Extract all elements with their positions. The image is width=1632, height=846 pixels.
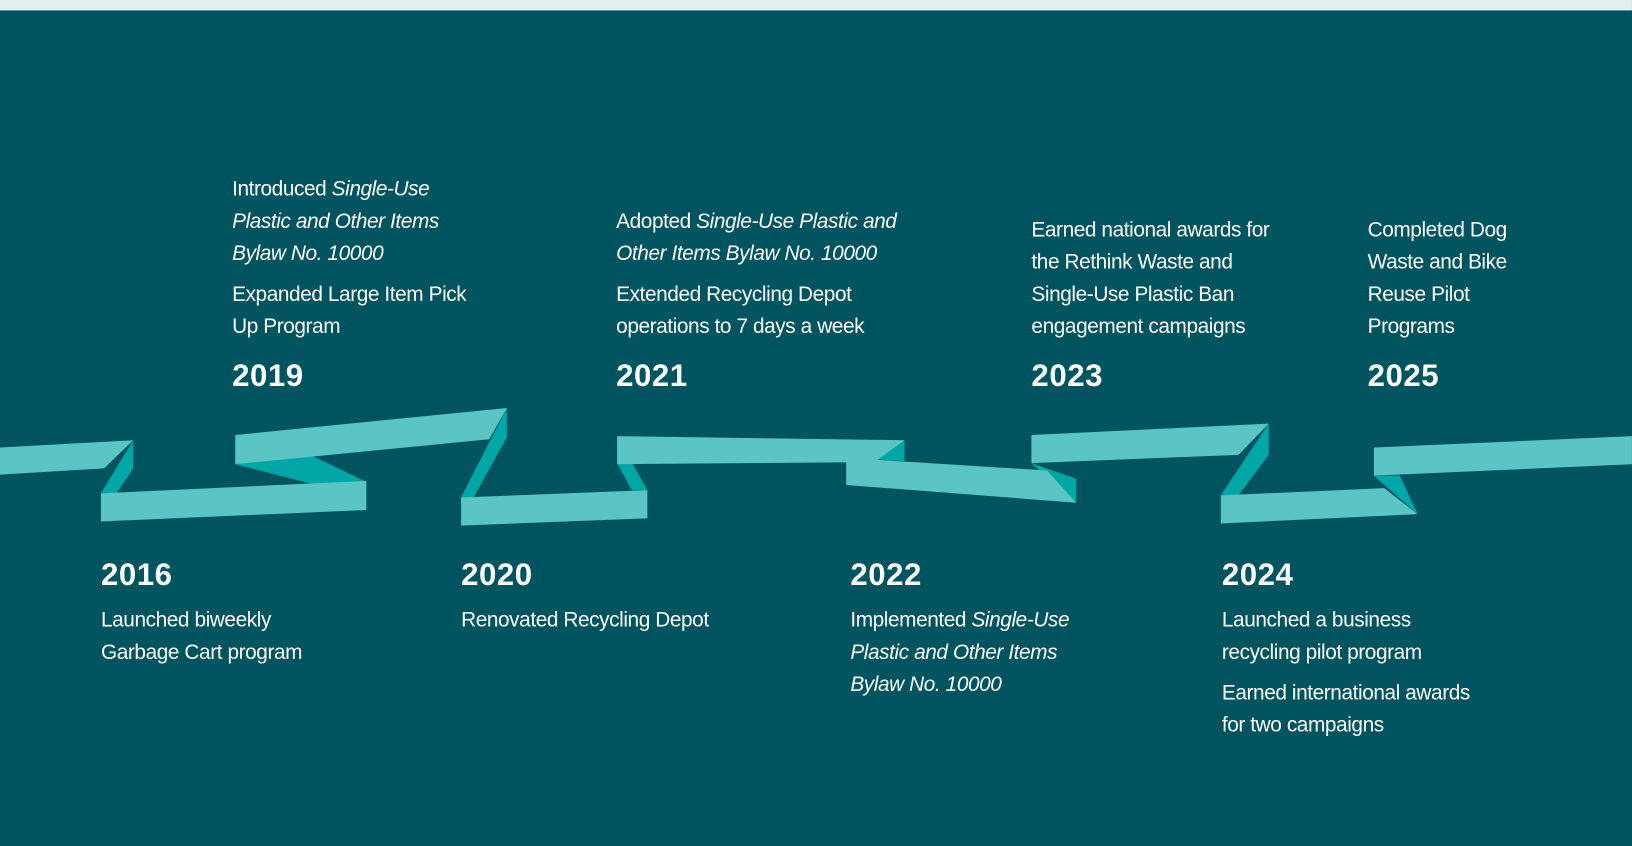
event-year: 2024 [1221,557,1294,593]
item-text: Launched a business recycling pilot prog… [1221,608,1422,665]
ribbon-band [0,440,134,475]
ribbon-band [235,407,507,465]
item-text: Implemented [850,608,972,632]
event-item: Introduced Single-Use Plastic and Other … [232,174,482,271]
timeline-event: 2022 Implemented Single-Use Plastic and O… [850,557,1100,706]
item-text: Single-Use Plastic and Other Items Bylaw… [232,177,445,266]
item-text: Earned international awards for two camp… [1221,681,1476,737]
event-year: 2016 [100,557,173,593]
event-item: Launched biweekly Garbage Cart program [101,605,340,670]
ribbon-fold [1220,423,1269,496]
item-text: Launched biweekly Garbage Cart program [100,608,303,665]
event-item: Earned international awards for two camp… [1222,678,1493,743]
event-year: 2023 [1031,359,1103,394]
item-text: Single-Use Plastic and Other Items Bylaw… [616,210,902,266]
ribbon-band [617,436,905,465]
event-item: Completed Dog Waste and Bike Reuse Pilot… [1368,214,1540,343]
ribbon-fold [235,455,367,484]
timeline-event: Earned national awards for the Rethink W… [1031,210,1276,395]
event-item: Adopted Single-Use Plastic and Other Ite… [616,206,928,271]
item-text: Renovated Recycling Depot [461,608,709,632]
item-text: Extended Recycling Depot operations to 7… [616,283,865,339]
ribbon-fold [461,407,507,498]
timeline-event: 2016 Launched biweekly Garbage Cart progr… [101,557,340,674]
event-year: 2020 [461,557,533,593]
ribbon-fold [1373,475,1418,515]
event-year: 2019 [232,359,304,394]
timeline-event: Adopted Single-Use Plastic and Other Ite… [616,202,928,396]
event-year: 2025 [1367,359,1440,394]
timeline-event: Completed Dog Waste and Bike Reuse Pilot… [1368,210,1540,395]
event-item: Extended Recycling Depot operations to 7… [616,279,928,344]
timeline-event: Introduced Single-Use Plastic and Other … [232,170,482,396]
timeline-event: 2024 Launched a business recycling pilot … [1222,557,1493,746]
event-item: Renovated Recycling Depot [461,605,763,637]
event-item: Implemented Single-Use Plastic and Other… [850,605,1100,702]
ribbon-band [846,457,1077,503]
ribbon-fold [100,440,134,494]
ribbon-band [100,480,367,522]
ribbon-band [1031,423,1269,464]
event-item: Earned national awards for the Rethink W… [1031,214,1276,343]
event-item: Launched a business recycling pilot prog… [1222,605,1493,670]
ribbon-fold [1031,463,1077,504]
ribbon-band [1373,436,1632,476]
item-text: Earned national awards for the Rethink W… [1031,218,1275,339]
item-text: Adopted [616,210,697,234]
event-year: 2021 [616,359,688,394]
item-text: Completed Dog Waste and Bike Reuse Pilot… [1367,218,1513,339]
item-text: Introduced [232,177,332,201]
item-text: Expanded Large Item Pick Up Program [232,283,472,339]
event-year: 2022 [850,557,922,593]
top-bar [0,0,1632,11]
ribbon-band [461,490,648,526]
event-item: Expanded Large Item Pick Up Program [232,279,482,344]
timeline-event: 2020 Renovated Recycling Depot [461,557,763,641]
ribbon-band [1220,488,1418,524]
item-text: Single-Use Plastic and Other Items Bylaw… [850,608,1075,697]
